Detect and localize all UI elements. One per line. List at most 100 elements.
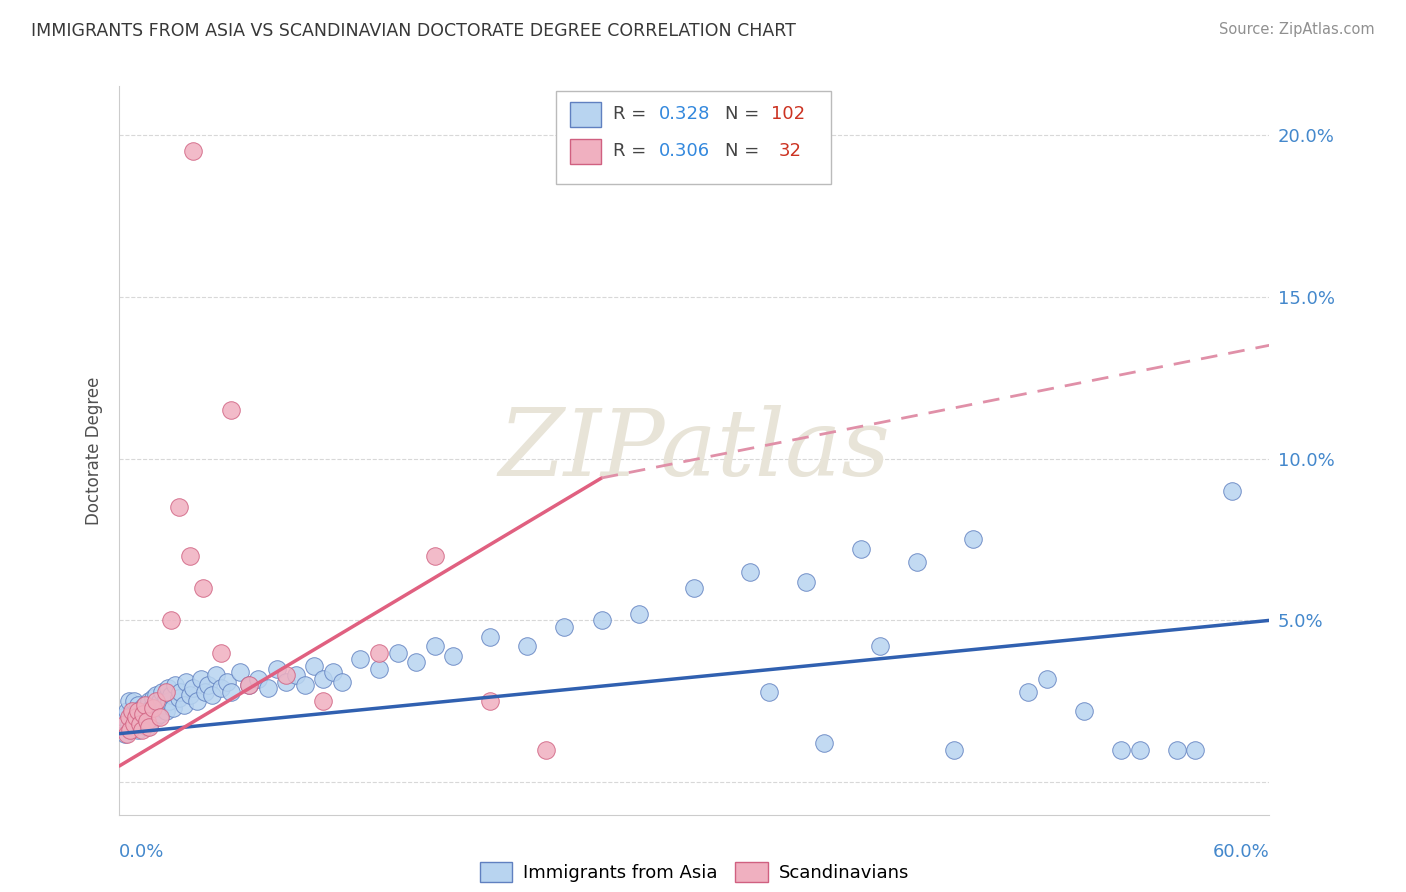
Point <box>142 700 165 714</box>
Point <box>738 565 761 579</box>
Point <box>229 665 252 680</box>
Point <box>191 581 214 595</box>
Point <box>128 717 150 731</box>
Point <box>131 710 153 724</box>
Point <box>122 710 145 724</box>
Point <box>423 549 446 563</box>
Point <box>132 717 155 731</box>
Point <box>294 678 316 692</box>
Point <box>183 681 205 696</box>
Point <box>127 698 149 712</box>
Point <box>128 717 150 731</box>
Point <box>127 714 149 728</box>
Point <box>155 691 177 706</box>
Point <box>115 704 138 718</box>
Point <box>139 700 162 714</box>
Point <box>302 658 325 673</box>
Point <box>138 707 160 722</box>
Point <box>138 720 160 734</box>
Legend: Immigrants from Asia, Scandinavians: Immigrants from Asia, Scandinavians <box>472 855 917 889</box>
Text: N =: N = <box>725 143 765 161</box>
Text: ZIPatlas: ZIPatlas <box>498 406 890 495</box>
Point <box>127 704 149 718</box>
Point <box>204 668 226 682</box>
Point <box>1073 704 1095 718</box>
Point <box>276 674 298 689</box>
Point <box>516 640 538 654</box>
Point <box>479 630 502 644</box>
Point <box>142 704 165 718</box>
Text: R =: R = <box>613 105 651 123</box>
Point <box>132 704 155 718</box>
Point <box>238 678 260 692</box>
Point <box>179 549 201 563</box>
Point <box>1166 743 1188 757</box>
Point <box>215 674 238 689</box>
Point <box>441 648 464 663</box>
Text: 0.306: 0.306 <box>659 143 710 161</box>
Point <box>1220 483 1243 498</box>
Point <box>148 700 170 714</box>
Point <box>155 704 177 718</box>
Point <box>125 720 148 734</box>
Point <box>114 726 136 740</box>
Point <box>122 717 145 731</box>
Point <box>134 698 156 712</box>
Point <box>238 678 260 692</box>
Point <box>905 555 928 569</box>
Point <box>553 620 575 634</box>
Point <box>139 714 162 728</box>
Point <box>1109 743 1132 757</box>
Point <box>423 640 446 654</box>
Point <box>114 717 136 731</box>
Point <box>256 681 278 696</box>
Point <box>194 684 217 698</box>
Point <box>276 668 298 682</box>
Point <box>190 672 212 686</box>
Point <box>869 640 891 654</box>
Point <box>201 688 224 702</box>
Point <box>284 668 307 682</box>
Point <box>155 684 177 698</box>
Point <box>813 736 835 750</box>
Point <box>134 698 156 712</box>
Text: 102: 102 <box>772 105 806 123</box>
Point <box>330 674 353 689</box>
Point <box>125 710 148 724</box>
Point <box>138 694 160 708</box>
Point <box>149 694 172 708</box>
Point <box>145 688 167 702</box>
Point <box>387 646 409 660</box>
Point <box>479 694 502 708</box>
Point <box>117 710 139 724</box>
Point <box>120 723 142 738</box>
Point <box>134 710 156 724</box>
Point <box>627 607 650 621</box>
Point <box>179 688 201 702</box>
Point <box>312 672 335 686</box>
Point <box>322 665 344 680</box>
Point <box>115 726 138 740</box>
Point <box>122 694 145 708</box>
Point <box>758 684 780 698</box>
Point <box>197 678 219 692</box>
Point <box>183 144 205 158</box>
Point <box>209 681 232 696</box>
Point <box>127 723 149 738</box>
Point <box>169 684 191 698</box>
Point <box>167 691 190 706</box>
Point <box>405 656 427 670</box>
Point <box>149 710 172 724</box>
Text: IMMIGRANTS FROM ASIA VS SCANDINAVIAN DOCTORATE DEGREE CORRELATION CHART: IMMIGRANTS FROM ASIA VS SCANDINAVIAN DOC… <box>31 22 796 40</box>
Point <box>163 678 186 692</box>
Text: N =: N = <box>725 105 765 123</box>
Text: R =: R = <box>613 143 651 161</box>
Point <box>121 704 143 718</box>
Point <box>128 707 150 722</box>
Point <box>1129 743 1152 757</box>
Point <box>368 662 391 676</box>
Point <box>136 700 159 714</box>
Point <box>143 698 166 712</box>
Point <box>962 533 984 547</box>
Text: 0.0%: 0.0% <box>120 843 165 861</box>
